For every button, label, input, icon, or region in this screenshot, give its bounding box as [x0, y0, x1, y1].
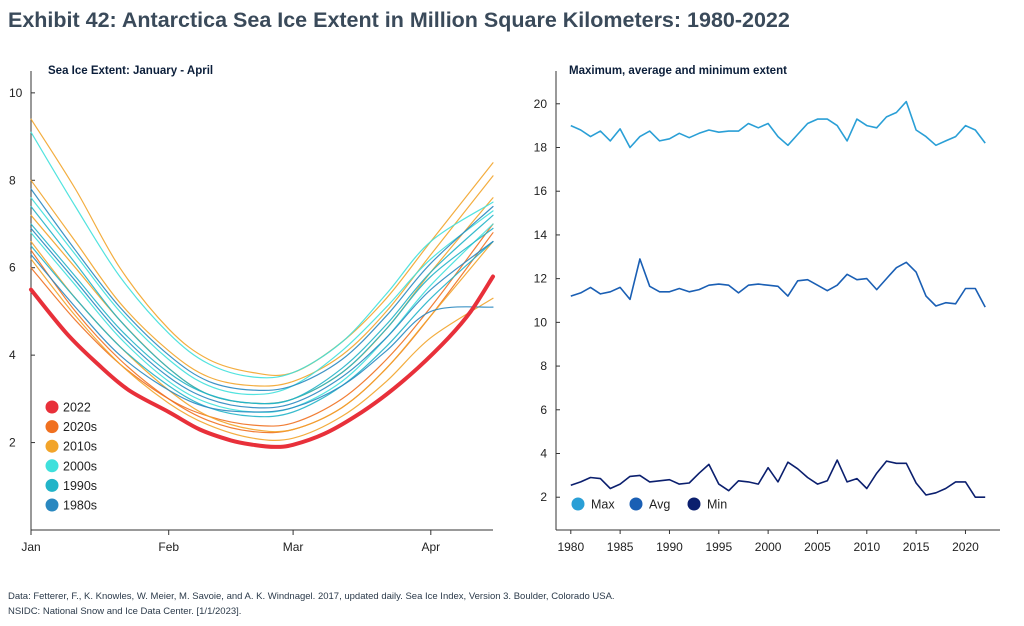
- series-line-1990s: [30, 223, 494, 405]
- left-y-tick-label: 4: [9, 348, 16, 362]
- right-y-tick-label: 2: [540, 490, 547, 504]
- right-y-tick-label: 14: [534, 228, 548, 242]
- legend-marker-2010s: [45, 439, 59, 453]
- series-line-avg: [570, 258, 986, 308]
- left-chart-svg: 2 4 6 8 10 Jan Feb Mar Apr 2022 2020s 2010s 2000s 199…: [9, 71, 495, 554]
- left-y-tick-label: 2: [9, 436, 16, 450]
- series-line-2010s: [30, 118, 494, 377]
- legend-marker-min: [687, 497, 701, 511]
- series-line-1980s: [30, 188, 494, 392]
- right-chart-title: Maximum, average and minimum extent: [569, 65, 787, 77]
- left-x-tick-label: Apr: [421, 540, 440, 554]
- right-y-tick-label: 6: [540, 403, 547, 417]
- left-y-tick-label: 10: [9, 86, 23, 100]
- series-line-2020s: [30, 232, 494, 434]
- series-line-1990s: [30, 240, 494, 418]
- right-x-tick-label: 2010: [853, 540, 880, 554]
- right-x-tick-label: 2000: [755, 540, 782, 554]
- source-note-line-2: NSIDC: National Snow and Ice Data Center…: [8, 606, 242, 617]
- legend-label-2020s: 2020s: [63, 420, 97, 434]
- legend-label-avg: Avg: [649, 498, 670, 512]
- legend-marker-1980s: [45, 498, 59, 512]
- legend-marker-2022: [45, 400, 59, 414]
- right-chart-svg: 2 4 6 8 10 12 14 16 18 20 1980 1985 1990 1995 2000 2005…: [534, 71, 1000, 554]
- legend-label-2010s: 2010s: [63, 440, 97, 454]
- legend-marker-2020s: [45, 420, 59, 434]
- series-line-2020s: [30, 223, 494, 427]
- right-y-tick-label: 20: [534, 97, 548, 111]
- right-y-tick-label: 4: [540, 447, 547, 461]
- left-y-tick-label: 6: [9, 261, 16, 275]
- series-line-2000s: [30, 131, 494, 379]
- right-chart-panel: 2 4 6 8 10 12 14 16 18 20 1980 1985 1990 1995 2000 2005…: [512, 0, 1024, 580]
- right-x-tick-label: 1985: [607, 540, 634, 554]
- legend-label-max: Max: [591, 498, 615, 512]
- right-x-tick-label: 1995: [705, 540, 732, 554]
- series-line-2000s: [30, 223, 494, 413]
- left-x-tick-label: Feb: [158, 540, 179, 554]
- legend-label-1980s: 1980s: [63, 499, 97, 513]
- series-line-1980s: [30, 227, 494, 409]
- right-y-tick-label: 18: [534, 141, 548, 155]
- series-line-2010s: [30, 197, 494, 405]
- right-x-tick-label: 2005: [804, 540, 831, 554]
- right-y-tick-label: 8: [540, 359, 547, 373]
- left-y-tick-label: 8: [9, 173, 16, 187]
- legend-label-min: Min: [707, 498, 727, 512]
- left-x-tick-label: Mar: [283, 540, 304, 554]
- legend-marker-avg: [629, 497, 643, 511]
- source-note-line-1: Data: Fetterer, F., K. Knowles, W. Meier…: [8, 591, 615, 602]
- right-x-tick-label: 2015: [903, 540, 930, 554]
- series-line-2010s: [30, 258, 494, 441]
- series-line-1980s: [30, 254, 494, 413]
- series-line-2022: [29, 274, 495, 449]
- left-chart-title: Sea Ice Extent: January - April: [48, 65, 214, 77]
- right-x-tick-label: 1980: [557, 540, 584, 554]
- legend-marker-1990s: [45, 478, 59, 492]
- left-chart-panel: 2 4 6 8 10 Jan Feb Mar Apr 2022 2020s 2010s 2000s 199…: [0, 0, 512, 580]
- legend-label-1990s: 1990s: [63, 479, 97, 493]
- right-x-tick-label: 1990: [656, 540, 683, 554]
- series-line-2010s: [30, 175, 494, 387]
- series-line-min: [570, 459, 986, 499]
- legend-label-2000s: 2000s: [63, 459, 97, 473]
- left-x-tick-label: Jan: [21, 540, 40, 554]
- series-line-max: [570, 100, 986, 149]
- right-y-tick-label: 10: [534, 315, 548, 329]
- page-title: Exhibit 42: Antarctica Sea Ice Extent in…: [8, 8, 790, 32]
- right-y-tick-label: 16: [534, 184, 548, 198]
- right-x-tick-label: 2020: [952, 540, 979, 554]
- legend-marker-2000s: [45, 459, 59, 473]
- legend-label-2022: 2022: [63, 401, 91, 415]
- legend-marker-max: [571, 497, 585, 511]
- series-line-2000s: [30, 197, 494, 396]
- right-y-tick-label: 12: [534, 272, 548, 286]
